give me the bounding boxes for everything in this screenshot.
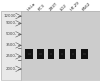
Text: 2500-: 2500-: [6, 54, 17, 58]
Bar: [21, 11, 100, 80]
Text: 5000-: 5000-: [6, 32, 17, 36]
Bar: [50, 53, 52, 55]
Text: K562: K562: [82, 1, 92, 12]
Text: 9000-: 9000-: [6, 21, 17, 25]
Bar: [1, 11, 21, 80]
Bar: [72, 53, 74, 55]
Bar: [37, 49, 44, 59]
Bar: [81, 49, 88, 59]
Text: HeLa: HeLa: [26, 2, 36, 12]
Text: 12000-: 12000-: [4, 14, 17, 18]
Bar: [61, 53, 63, 55]
Bar: [83, 53, 86, 55]
Bar: [39, 53, 42, 55]
Bar: [25, 49, 34, 59]
Text: 3500-: 3500-: [6, 43, 17, 47]
Text: HT-29: HT-29: [70, 0, 81, 12]
Text: PC3: PC3: [37, 3, 46, 12]
Bar: [48, 49, 54, 59]
Text: LO2: LO2: [59, 3, 68, 12]
Text: 293T: 293T: [48, 1, 58, 12]
Bar: [59, 49, 65, 59]
Bar: [70, 49, 76, 59]
Text: 2000-: 2000-: [6, 67, 17, 71]
Bar: [28, 53, 31, 55]
